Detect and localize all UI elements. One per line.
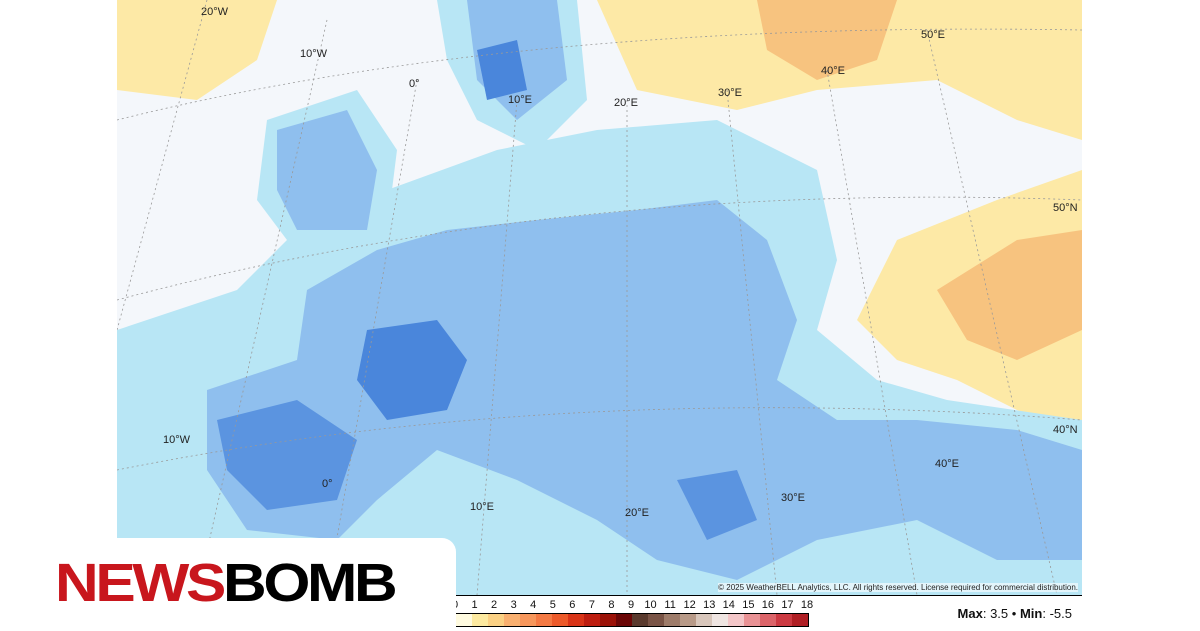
logo-bomb: BOMB xyxy=(223,553,398,613)
lon-label: 30°E xyxy=(781,492,805,504)
legend-tick: 2 xyxy=(491,599,498,611)
legend-tick: 3 xyxy=(510,599,517,611)
legend-swatch xyxy=(536,614,552,626)
legend-swatch xyxy=(712,614,728,626)
map-shading xyxy=(117,0,1082,595)
legend-tick: 18 xyxy=(800,599,814,611)
lon-label: 20°W xyxy=(201,6,229,18)
legend-swatch xyxy=(616,614,632,626)
lat-label: 50°N xyxy=(1053,202,1078,214)
copyright-notice: © 2025 WeatherBELL Analytics, LLC. All r… xyxy=(718,583,1078,592)
legend-swatch xyxy=(680,614,696,626)
color-scale-bar xyxy=(455,613,809,627)
legend-swatch xyxy=(760,614,776,626)
logo-card xyxy=(0,538,456,630)
legend-tick: 10 xyxy=(644,599,657,611)
legend-tick: 6 xyxy=(569,599,576,611)
lon-label: 20°E xyxy=(625,507,649,519)
separator: • xyxy=(1011,606,1017,621)
max-value: 3.5 xyxy=(990,606,1009,621)
legend-swatch xyxy=(456,614,472,626)
legend-swatch xyxy=(552,614,568,626)
legend-tick: 15 xyxy=(742,599,755,611)
max-label: Max xyxy=(957,606,983,621)
legend-swatch xyxy=(600,614,616,626)
legend-tick: 4 xyxy=(530,599,537,611)
legend-tick: 17 xyxy=(781,599,794,611)
legend-tick: 9 xyxy=(627,599,635,611)
legend-swatch xyxy=(568,614,584,626)
lon-label: 10°E xyxy=(508,94,532,106)
lon-label: 40°E xyxy=(935,458,959,470)
lon-label: 10°E xyxy=(470,501,494,513)
legend-swatch xyxy=(728,614,744,626)
lon-label: 40°E xyxy=(821,65,845,77)
legend-swatch xyxy=(696,614,712,626)
max-min-readout: Max: 3.5 • Min: -5.5 xyxy=(957,606,1072,621)
lon-label: 20°E xyxy=(614,97,638,109)
legend-swatch xyxy=(792,614,808,626)
legend-tick: 12 xyxy=(683,599,696,611)
lat-label: 40°N xyxy=(1053,424,1078,436)
cold-region-dark xyxy=(357,320,467,420)
cold-region-mid xyxy=(207,200,1082,580)
min-value: -5.5 xyxy=(1049,606,1072,621)
legend-swatch xyxy=(584,614,600,626)
legend-swatch xyxy=(664,614,680,626)
logo-news: NEWS xyxy=(55,553,226,613)
legend-swatch xyxy=(472,614,488,626)
legend-swatch xyxy=(504,614,520,626)
legend-swatch xyxy=(776,614,792,626)
legend-swatch xyxy=(648,614,664,626)
lon-label: 50°E xyxy=(921,29,945,41)
legend-tick: 5 xyxy=(549,599,556,611)
legend-tick: 16 xyxy=(761,599,774,611)
legend-tick: 8 xyxy=(608,599,615,611)
legend-ticks: 0123456789101112131415161718 xyxy=(455,599,814,613)
temperature-anomaly-map: 20°W 10°W 0° 10°E 20°E 30°E 40°E 50°E 10… xyxy=(117,0,1082,595)
legend-tick: 14 xyxy=(722,599,735,611)
warm-region-atlantic xyxy=(117,0,277,100)
newsbomb-logo[interactable]: NEWSBOMB xyxy=(55,553,398,613)
legend-swatch xyxy=(520,614,536,626)
legend-tick: 7 xyxy=(588,599,595,611)
lon-label: 30°E xyxy=(718,87,742,99)
legend-tick: 0 xyxy=(456,599,458,611)
legend-tick: 11 xyxy=(664,599,676,611)
lon-label: 0° xyxy=(322,478,333,490)
lon-label: 10°W xyxy=(163,434,191,446)
legend-tick: 1 xyxy=(471,599,478,611)
lon-label: 0° xyxy=(409,78,420,90)
legend-swatch xyxy=(632,614,648,626)
min-label: Min xyxy=(1019,606,1043,621)
legend-swatch xyxy=(488,614,504,626)
legend-swatch xyxy=(744,614,760,626)
lon-label: 10°W xyxy=(300,48,328,60)
legend-tick: 13 xyxy=(703,599,716,611)
